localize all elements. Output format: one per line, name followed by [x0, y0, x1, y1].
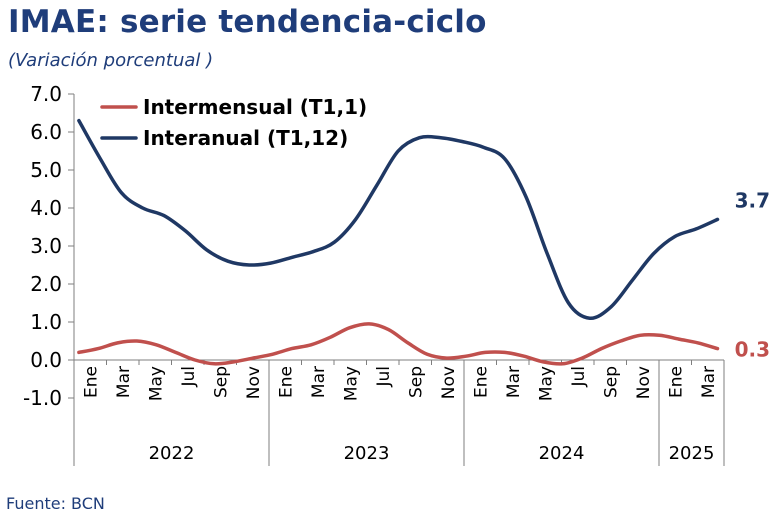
- x-year-label: 2024: [539, 443, 585, 464]
- x-month-label: Nov: [634, 366, 654, 399]
- y-tick-label: 6.0: [30, 120, 62, 144]
- y-tick-label: 7.0: [30, 82, 62, 106]
- chart-title: IMAE: serie tendencia-ciclo: [8, 4, 487, 40]
- x-month-label: Jul: [374, 366, 394, 388]
- y-tick-label: 1.0: [30, 310, 62, 334]
- series-line-interanual: [77, 118, 720, 320]
- x-month-label: May: [146, 366, 166, 401]
- x-year-label: 2022: [149, 443, 195, 464]
- legend-label-intermensual: Intermensual (T1,1): [143, 95, 367, 119]
- y-tick-label: 4.0: [30, 196, 62, 220]
- x-month-label: May: [536, 366, 556, 401]
- end-label-interanual: 3.7: [735, 188, 770, 212]
- x-month-label: May: [341, 366, 361, 401]
- y-tick-label: -1.0: [23, 386, 62, 410]
- series-line-intermensual: [77, 322, 720, 366]
- x-month-label: Nov: [439, 366, 459, 399]
- chart-subtitle: (Variación porcentual ): [8, 50, 214, 71]
- x-month-label: Ene: [81, 366, 101, 398]
- end-label-intermensual: 0.3: [735, 338, 770, 362]
- y-tick-label: 5.0: [30, 158, 62, 182]
- legend-label-interanual: Interanual (T1,12): [143, 126, 348, 150]
- x-year-label: 2023: [344, 443, 390, 464]
- y-tick-label: 3.0: [30, 234, 62, 258]
- x-month-label: Mar: [114, 366, 134, 398]
- y-tick-label: 2.0: [30, 272, 62, 296]
- x-month-label: Sep: [406, 366, 426, 398]
- x-month-label: Mar: [699, 366, 719, 398]
- source-note: Fuente: BCN: [6, 494, 105, 513]
- x-month-label: Jul: [569, 366, 589, 388]
- y-tick-label: 0.0: [30, 348, 62, 372]
- x-month-label: Nov: [244, 366, 264, 399]
- x-month-label: Ene: [666, 366, 686, 398]
- x-month-label: Mar: [309, 366, 329, 398]
- x-month-label: Sep: [211, 366, 231, 398]
- x-month-label: Jul: [179, 366, 199, 388]
- x-month-label: Sep: [601, 366, 621, 398]
- x-year-label: 2025: [669, 443, 715, 464]
- x-month-label: Ene: [276, 366, 296, 398]
- x-month-label: Ene: [471, 366, 491, 398]
- x-month-label: Mar: [504, 366, 524, 398]
